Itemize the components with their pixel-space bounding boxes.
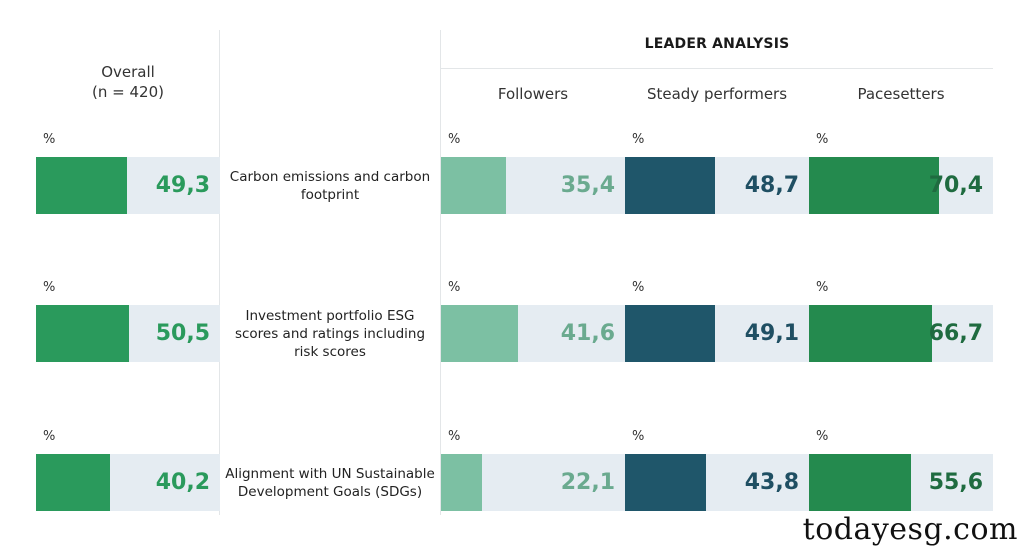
data-label-followers: 41,6 [560, 321, 615, 346]
divider-overall [219, 30, 220, 515]
overall-header: Overall (n = 420) [36, 62, 220, 102]
bar-track-followers: 22,1 [441, 454, 625, 511]
bar-pacesetters [809, 305, 932, 362]
leader-analysis-title: LEADER ANALYSIS [644, 36, 790, 52]
followers-header: Followers [497, 85, 569, 103]
data-label-overall: 40,2 [155, 470, 210, 495]
steady-performers-header: Steady performers [646, 85, 788, 103]
row-label: Carbon emissions and carbon footprint [229, 168, 431, 203]
percent-unit-label: % [816, 280, 829, 295]
bar-followers [441, 305, 518, 362]
bar-track-overall: 50,5 [36, 305, 220, 362]
bar-steady-performers [625, 157, 715, 214]
data-label-steady-performers: 43,8 [744, 470, 799, 495]
bar-overall [36, 305, 129, 362]
data-label-followers: 35,4 [560, 173, 615, 198]
bar-track-followers: 41,6 [441, 305, 625, 362]
bar-overall [36, 157, 127, 214]
data-label-steady-performers: 49,1 [744, 321, 799, 346]
data-label-followers: 22,1 [560, 470, 615, 495]
bar-track-followers: 35,4 [441, 157, 625, 214]
bar-steady-performers [625, 305, 715, 362]
bar-track-overall: 40,2 [36, 454, 220, 511]
overall-subtitle: (n = 420) [92, 83, 164, 101]
bar-steady-performers [625, 454, 706, 511]
bar-track-steady-performers: 43,8 [625, 454, 809, 511]
overall-title: Overall [101, 63, 155, 81]
watermark: todayesg.com [802, 512, 1018, 547]
bar-followers [441, 454, 482, 511]
percent-unit-label: % [816, 429, 829, 444]
bar-overall [36, 454, 110, 511]
percent-unit-label: % [632, 429, 645, 444]
percent-unit-label: % [448, 280, 461, 295]
row-label: Investment portfolio ESG scores and rati… [234, 307, 426, 360]
percent-unit-label: % [43, 132, 56, 147]
bar-track-steady-performers: 48,7 [625, 157, 809, 214]
data-label-overall: 50,5 [155, 321, 210, 346]
bar-track-overall: 49,3 [36, 157, 220, 214]
data-label-pacesetters: 70,4 [928, 173, 983, 198]
pacesetters-header: Pacesetters [857, 85, 945, 103]
percent-unit-label: % [43, 429, 56, 444]
row-label: Alignment with UN Sustainable Developmen… [225, 465, 435, 500]
percent-unit-label: % [816, 132, 829, 147]
bar-track-steady-performers: 49,1 [625, 305, 809, 362]
bar-track-pacesetters: 55,6 [809, 454, 993, 511]
percent-unit-label: % [632, 132, 645, 147]
percent-unit-label: % [43, 280, 56, 295]
bar-pacesetters [809, 454, 911, 511]
percent-unit-label: % [448, 132, 461, 147]
leader-rule [441, 68, 993, 69]
percent-unit-label: % [632, 280, 645, 295]
divider-leader [440, 30, 441, 515]
bar-track-pacesetters: 70,4 [809, 157, 993, 214]
percent-unit-label: % [448, 429, 461, 444]
bar-track-pacesetters: 66,7 [809, 305, 993, 362]
data-label-steady-performers: 48,7 [744, 173, 799, 198]
data-label-overall: 49,3 [155, 173, 210, 198]
bar-pacesetters [809, 157, 939, 214]
data-label-pacesetters: 55,6 [928, 470, 983, 495]
bar-followers [441, 157, 506, 214]
data-label-pacesetters: 66,7 [928, 321, 983, 346]
